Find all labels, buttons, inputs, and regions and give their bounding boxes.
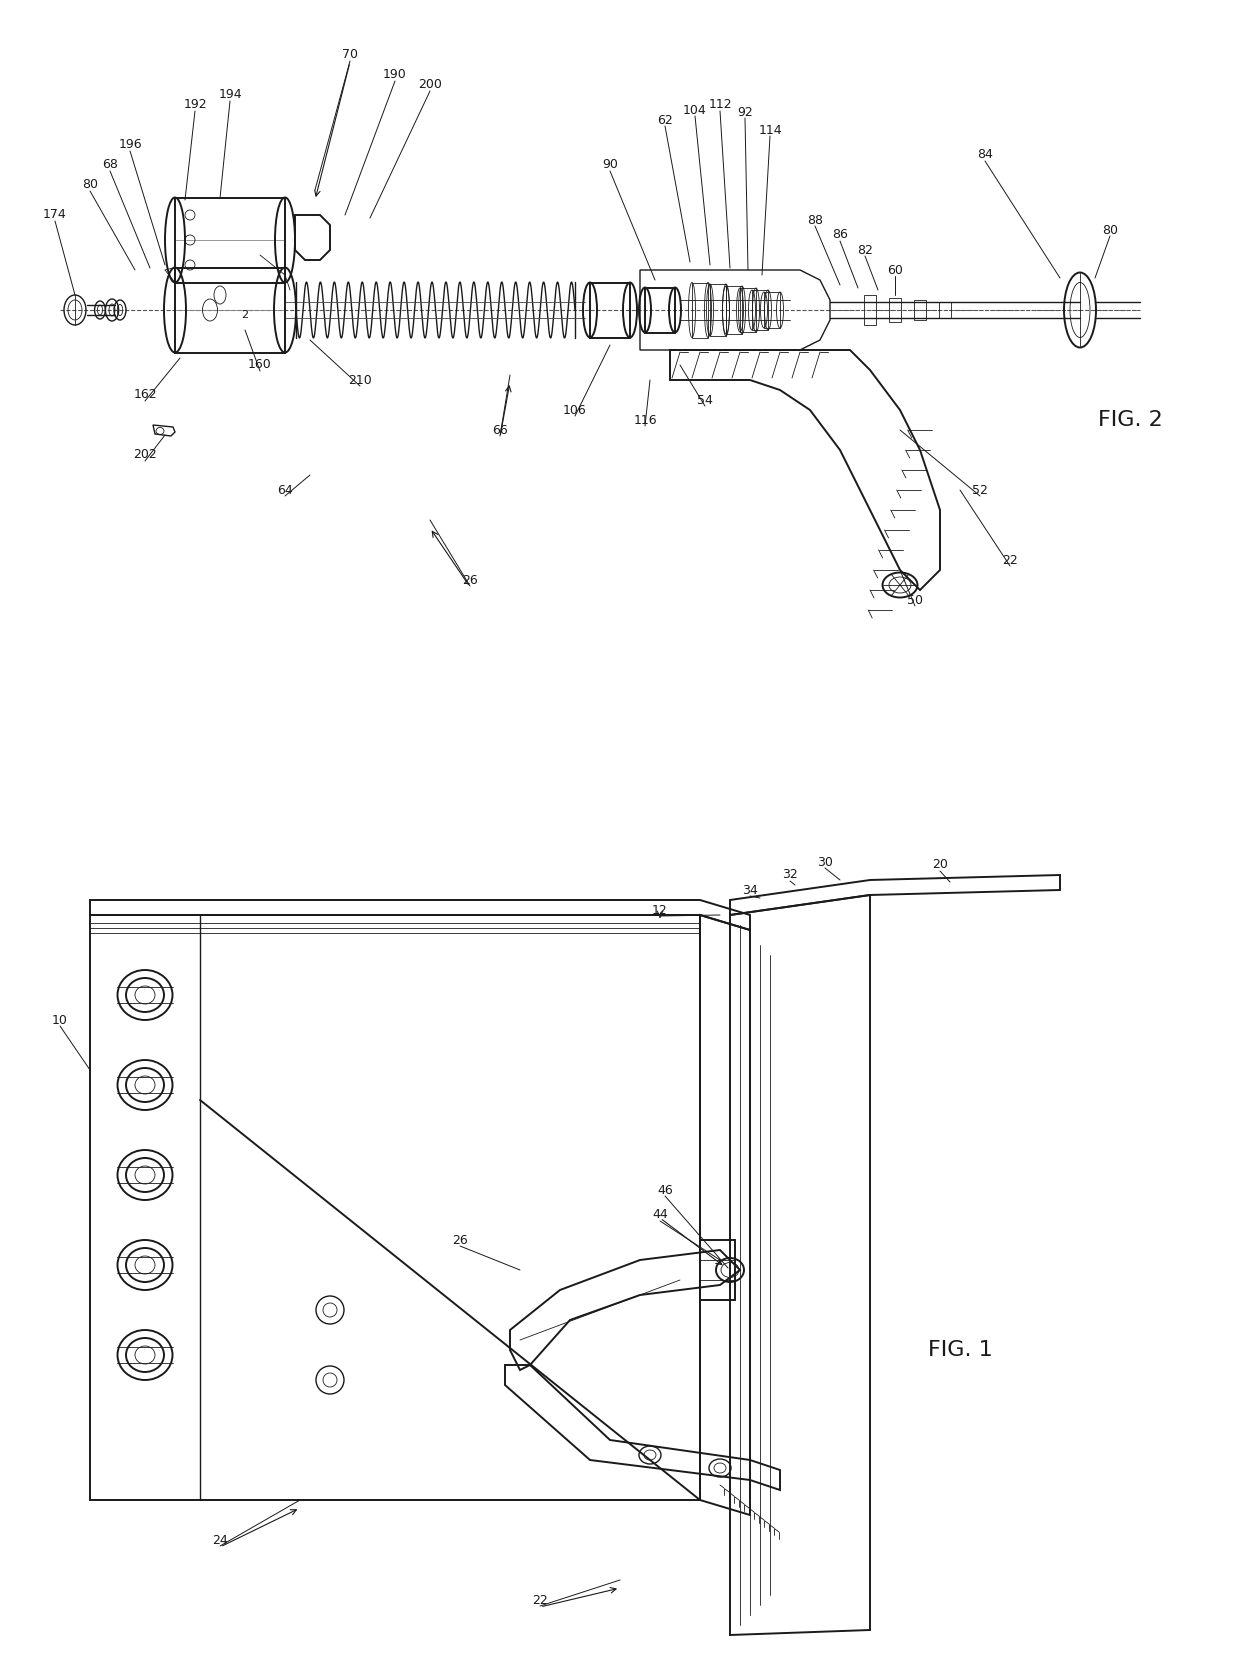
Text: 88: 88 <box>807 213 823 227</box>
Text: 202: 202 <box>133 449 157 462</box>
Text: 160: 160 <box>248 359 272 371</box>
Text: 80: 80 <box>1102 223 1118 237</box>
Text: 200: 200 <box>418 78 441 91</box>
Text: 12: 12 <box>652 904 668 917</box>
Text: FIG. 1: FIG. 1 <box>928 1341 992 1360</box>
Text: 106: 106 <box>563 404 587 417</box>
Text: 210: 210 <box>348 374 372 387</box>
Text: 196: 196 <box>118 139 141 152</box>
Text: 92: 92 <box>737 106 753 119</box>
Text: 66: 66 <box>492 424 508 437</box>
Text: 104: 104 <box>683 104 707 116</box>
Text: 64: 64 <box>277 483 293 496</box>
Text: 22: 22 <box>532 1594 548 1607</box>
Text: FIG. 2: FIG. 2 <box>1097 410 1162 430</box>
Bar <box>889 298 901 323</box>
Text: 112: 112 <box>708 99 732 111</box>
Bar <box>701 1240 735 1299</box>
Text: 84: 84 <box>977 149 993 162</box>
Text: 174: 174 <box>43 209 67 222</box>
Text: 10: 10 <box>52 1013 68 1026</box>
Text: 86: 86 <box>832 228 848 242</box>
Text: 44: 44 <box>652 1208 668 1221</box>
Text: 34: 34 <box>742 884 758 897</box>
Bar <box>914 300 926 319</box>
Text: 46: 46 <box>657 1183 673 1197</box>
Text: 52: 52 <box>972 483 988 496</box>
Text: 2: 2 <box>242 309 248 319</box>
Text: 90: 90 <box>603 159 618 172</box>
Text: 116: 116 <box>634 414 657 427</box>
Bar <box>751 290 768 329</box>
Text: 50: 50 <box>906 594 923 606</box>
Bar <box>725 286 742 334</box>
Text: 80: 80 <box>82 179 98 192</box>
Text: 82: 82 <box>857 243 873 257</box>
Text: 62: 62 <box>657 114 673 126</box>
Text: 32: 32 <box>782 869 797 882</box>
Text: 26: 26 <box>453 1233 467 1246</box>
Text: 194: 194 <box>218 88 242 101</box>
Text: 22: 22 <box>1002 553 1018 566</box>
Text: 68: 68 <box>102 159 118 172</box>
Bar <box>864 295 875 324</box>
Bar <box>590 283 630 338</box>
Text: 70: 70 <box>342 48 358 61</box>
Text: 54: 54 <box>697 394 713 407</box>
Text: 60: 60 <box>887 263 903 276</box>
Text: 114: 114 <box>758 124 781 136</box>
Text: 30: 30 <box>817 856 833 869</box>
Text: 192: 192 <box>184 99 207 111</box>
Text: 26: 26 <box>463 574 477 586</box>
Bar <box>939 301 951 318</box>
Bar <box>764 291 780 328</box>
Text: 24: 24 <box>212 1534 228 1546</box>
Bar <box>711 285 725 336</box>
Bar <box>645 288 675 333</box>
Bar <box>692 283 708 338</box>
Bar <box>740 288 756 333</box>
Text: 20: 20 <box>932 859 947 872</box>
Bar <box>175 268 285 353</box>
Bar <box>175 197 285 283</box>
Text: 162: 162 <box>133 389 156 402</box>
Text: 190: 190 <box>383 68 407 81</box>
